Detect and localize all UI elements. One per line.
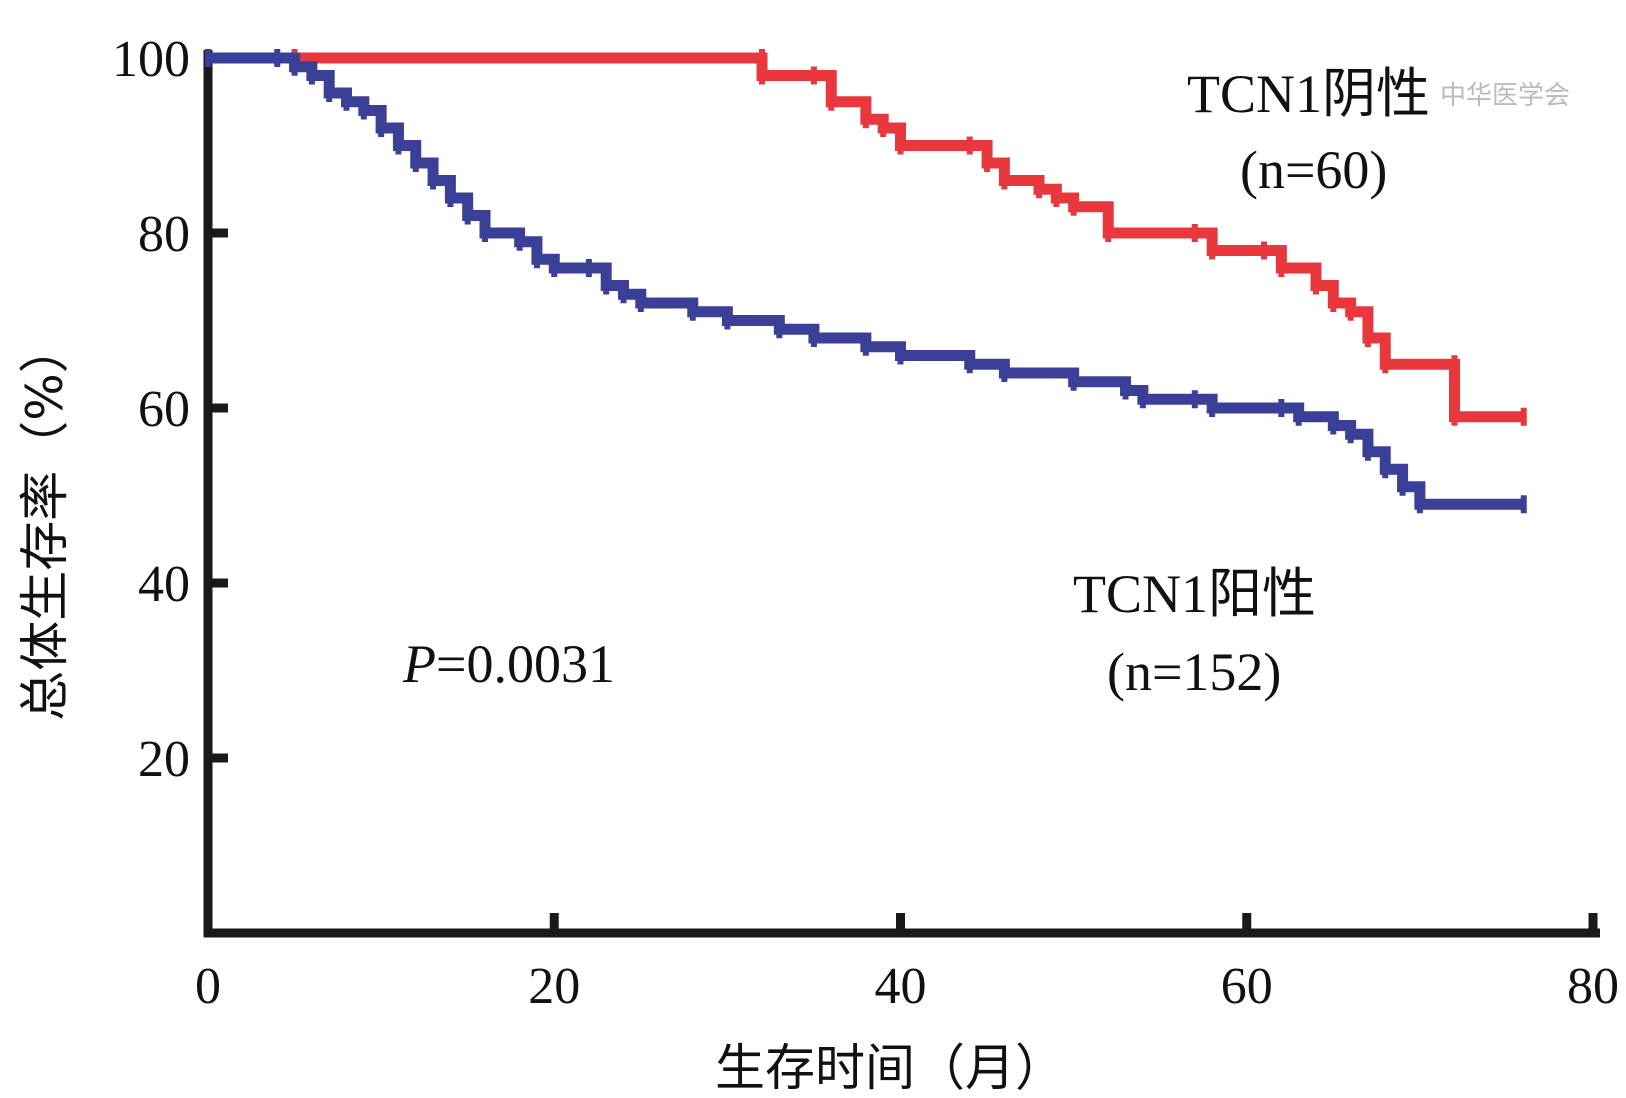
positive-label: TCN1阳性 [1073, 564, 1316, 624]
y-tick-label: 100 [112, 31, 190, 88]
negative-n-label: (n=60) [1240, 140, 1387, 200]
negative-label: TCN1阴性 [1187, 64, 1430, 124]
p-value: P=0.0031 [402, 634, 615, 694]
y-tick-label: 60 [138, 381, 190, 438]
x-tick-label: 0 [195, 958, 221, 1015]
y-axis-title: 总体生存率（%） [16, 323, 74, 721]
x-tick-label: 40 [875, 958, 927, 1015]
x-tick-label: 60 [1221, 958, 1273, 1015]
y-tick-label: 40 [138, 556, 190, 613]
x-tick-label: 80 [1567, 958, 1619, 1015]
y-tick-label: 20 [138, 731, 190, 788]
positive-n-label: (n=152) [1107, 642, 1281, 702]
y-tick-label: 80 [138, 206, 190, 263]
watermark: 中华医学会 [1440, 81, 1570, 111]
x-tick-label: 20 [528, 958, 580, 1015]
x-axis-title: 生存时间（月） [715, 1039, 1065, 1097]
